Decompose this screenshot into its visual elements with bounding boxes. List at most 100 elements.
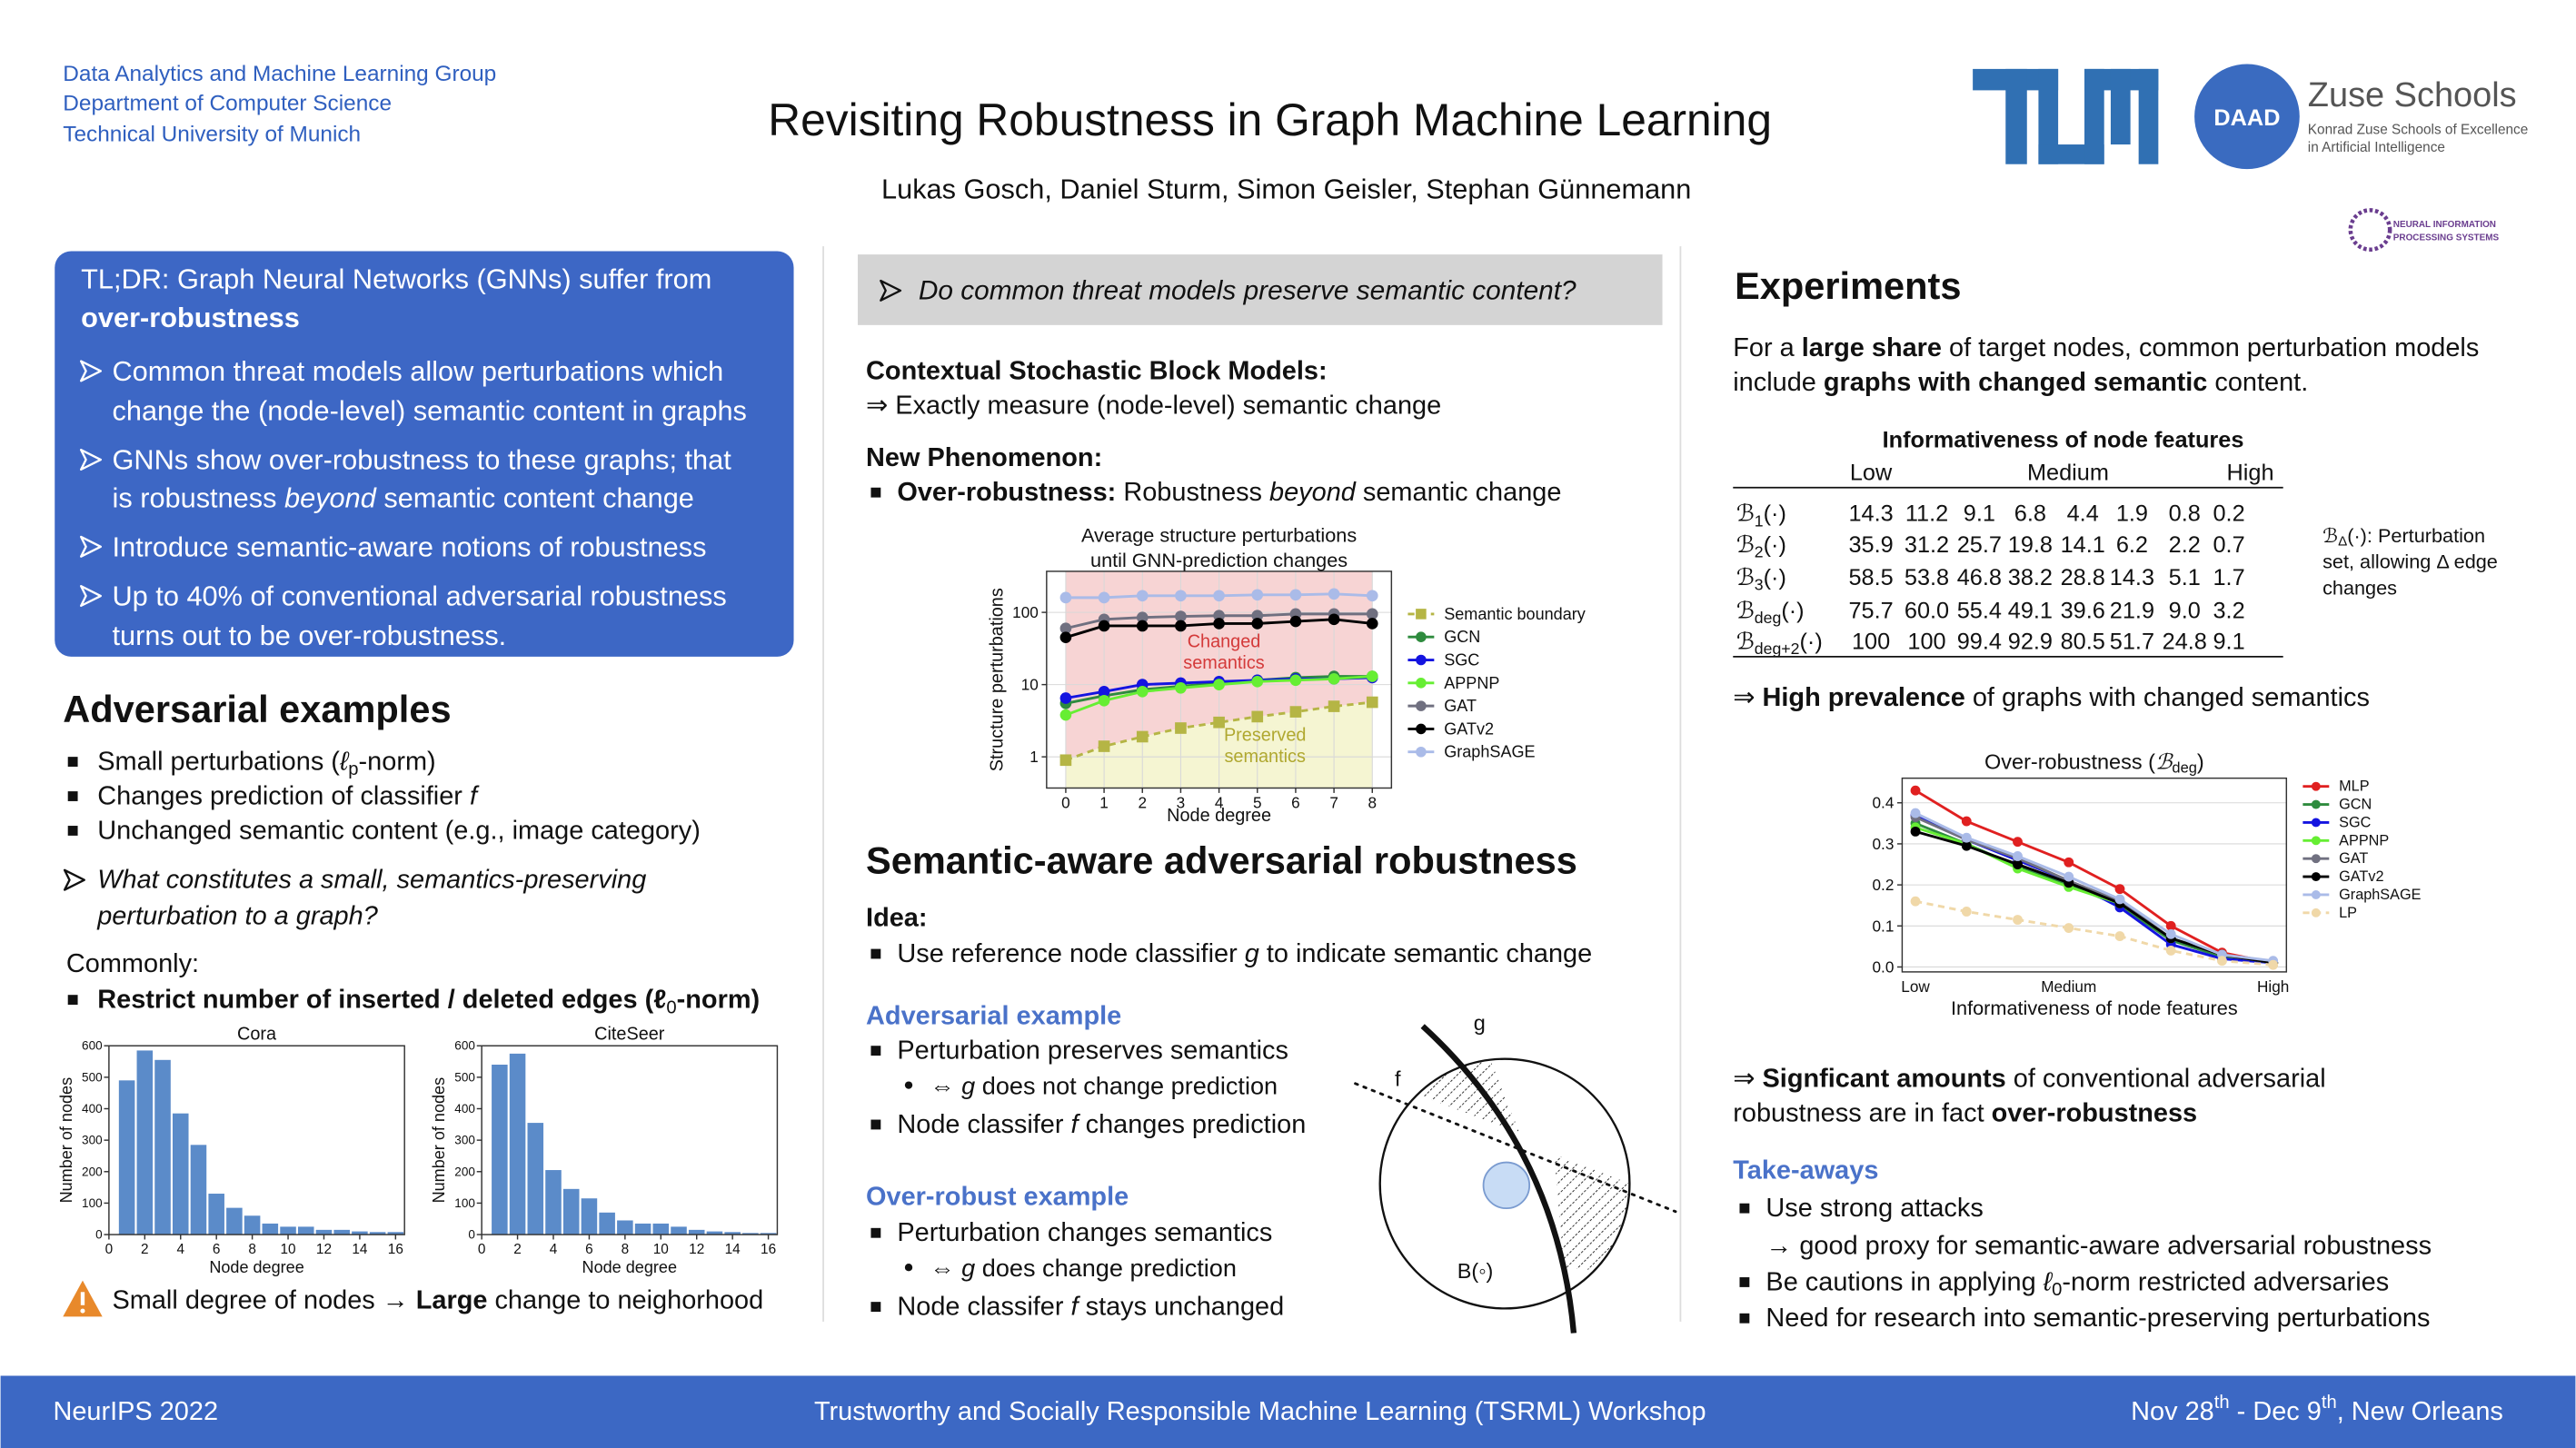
marker xyxy=(1289,589,1302,601)
x-tick-label: Low xyxy=(1901,977,1930,996)
bar xyxy=(190,1145,207,1235)
text-line: Up to 40% of conventional adversarial ro… xyxy=(113,580,727,612)
x-tick-label: 6 xyxy=(1291,794,1300,812)
heading: New Phenomenon: xyxy=(866,443,1102,472)
text-run: to indicate semantic change xyxy=(1259,939,1592,968)
x-axis-label: Informativeness of node features xyxy=(1951,997,2238,1019)
marker xyxy=(2311,818,2321,828)
text-run: deg xyxy=(1755,609,1782,627)
marker xyxy=(1098,694,1110,707)
x-axis-label: Node degree xyxy=(1167,806,1271,826)
bar xyxy=(634,1223,651,1235)
text-line: Small perturbations (ℓp-norm) xyxy=(97,748,435,780)
marker xyxy=(1416,678,1427,689)
marker xyxy=(1416,700,1427,711)
bullet xyxy=(904,1264,913,1272)
bar xyxy=(262,1223,279,1235)
text-run: ⇔ xyxy=(930,1071,962,1099)
bullet xyxy=(79,535,103,558)
title: Revisiting Robustness in Graph Machine L… xyxy=(768,94,1772,145)
text-line: ⇔ g does change prediction xyxy=(930,1254,1237,1282)
table-cell: 35.9 xyxy=(1848,532,1893,558)
text-run: (·) xyxy=(1800,630,1823,655)
table-cell: 80.5 xyxy=(2061,630,2105,655)
text-run: 3 xyxy=(1755,576,1764,594)
table-cell: 9.1 xyxy=(2213,630,2244,655)
text-line: Be cautions in applying ℓ0-norm restrict… xyxy=(1765,1267,2389,1300)
y-tick-label: 500 xyxy=(454,1070,475,1084)
table-cell: 6.8 xyxy=(2014,501,2046,527)
text-line: Changes prediction of classifier f xyxy=(97,782,480,811)
marker xyxy=(1175,722,1187,734)
text-run: Node classifer xyxy=(897,1110,1070,1139)
footer-text: Nov 28th - Dec 9th, New Orleans xyxy=(2131,1393,2503,1426)
marker xyxy=(2013,859,2023,869)
table-row-label: ℬdeg+2(·) xyxy=(1736,630,1823,659)
bar xyxy=(724,1232,741,1235)
text-line: Introduce semantic-aware notions of robu… xyxy=(113,531,707,562)
y-tick-label: 400 xyxy=(454,1102,475,1116)
table-cell: 31.2 xyxy=(1905,532,1949,558)
bullet xyxy=(79,585,103,608)
bullet xyxy=(67,757,78,767)
x-tick-label: 0 xyxy=(105,1242,114,1257)
bar xyxy=(706,1231,723,1235)
marker xyxy=(1251,618,1264,630)
x-tick-label: 14 xyxy=(352,1242,368,1257)
text-line: → good proxy for semantic-aware adversar… xyxy=(1765,1232,2432,1261)
bar xyxy=(492,1065,508,1235)
bar xyxy=(244,1215,261,1235)
legend-label: GCN xyxy=(2339,797,2372,813)
bar xyxy=(136,1050,154,1235)
legend-label: LP xyxy=(2339,905,2357,921)
marker xyxy=(1289,674,1302,687)
text-run: of conventional adversarial xyxy=(2006,1064,2326,1093)
text-run: Robustness xyxy=(1116,478,1269,507)
table-cell: 14.3 xyxy=(1848,501,1893,527)
marker xyxy=(2064,857,2074,868)
text-line: ⇒ Exactly measure (node-level) semantic … xyxy=(866,391,1441,420)
y-tick-label: 0 xyxy=(95,1228,103,1242)
y-axis-label: Structure perturbations xyxy=(988,588,1008,771)
x-tick-label: 12 xyxy=(316,1242,332,1257)
logo-text: PROCESSING SYSTEMS xyxy=(2393,233,2500,243)
text-run: deg xyxy=(2172,760,2196,777)
text-line: is robustness beyond semantic content ch… xyxy=(113,481,694,513)
table-cell: 49.1 xyxy=(2008,598,2053,623)
bar xyxy=(280,1226,296,1235)
text-line: perturbation to a graph? xyxy=(96,901,378,930)
legend-label: GraphSAGE xyxy=(2339,887,2421,903)
bullet xyxy=(1739,1277,1750,1287)
marker xyxy=(2013,851,2023,861)
text-line: For a large share of target nodes, commo… xyxy=(1733,333,2479,362)
x-tick-label: 1 xyxy=(1099,794,1109,812)
marker xyxy=(2311,907,2321,917)
text-run: ℬ xyxy=(2155,750,2173,774)
x-tick-label: 7 xyxy=(1329,794,1338,812)
marker xyxy=(2114,931,2125,942)
marker xyxy=(1416,746,1427,758)
marker xyxy=(2165,928,2176,939)
text-run: 0 xyxy=(666,997,676,1017)
marker xyxy=(1961,907,1972,917)
table-row-label: ℬ2(·) xyxy=(1736,532,1786,561)
text-run: Nov 28 xyxy=(2131,1397,2214,1426)
bar xyxy=(671,1226,687,1235)
table-cell: 0.2 xyxy=(2213,501,2244,527)
text-line: ⇒ Signficant amounts of conventional adv… xyxy=(1733,1064,2325,1093)
x-tick-label: 0 xyxy=(1061,794,1070,812)
text-run: large share xyxy=(1802,333,1942,362)
x-tick-label: 4 xyxy=(1215,794,1224,812)
marker xyxy=(1961,816,1972,827)
marker xyxy=(1136,590,1149,602)
legend-label: APPNP xyxy=(2339,832,2389,848)
text-line: Commonly: xyxy=(66,949,199,978)
x-tick-label: 0 xyxy=(478,1242,486,1257)
marker xyxy=(1251,676,1264,688)
text-line: Unchanged semantic content (e.g., image … xyxy=(97,816,701,845)
text-run: (·) xyxy=(1764,532,1786,558)
table-row-label: ℬdeg(·) xyxy=(1736,598,1805,627)
marker xyxy=(1961,832,1972,843)
bullet xyxy=(870,1227,881,1238)
text-run: stays unchanged xyxy=(1079,1293,1285,1322)
